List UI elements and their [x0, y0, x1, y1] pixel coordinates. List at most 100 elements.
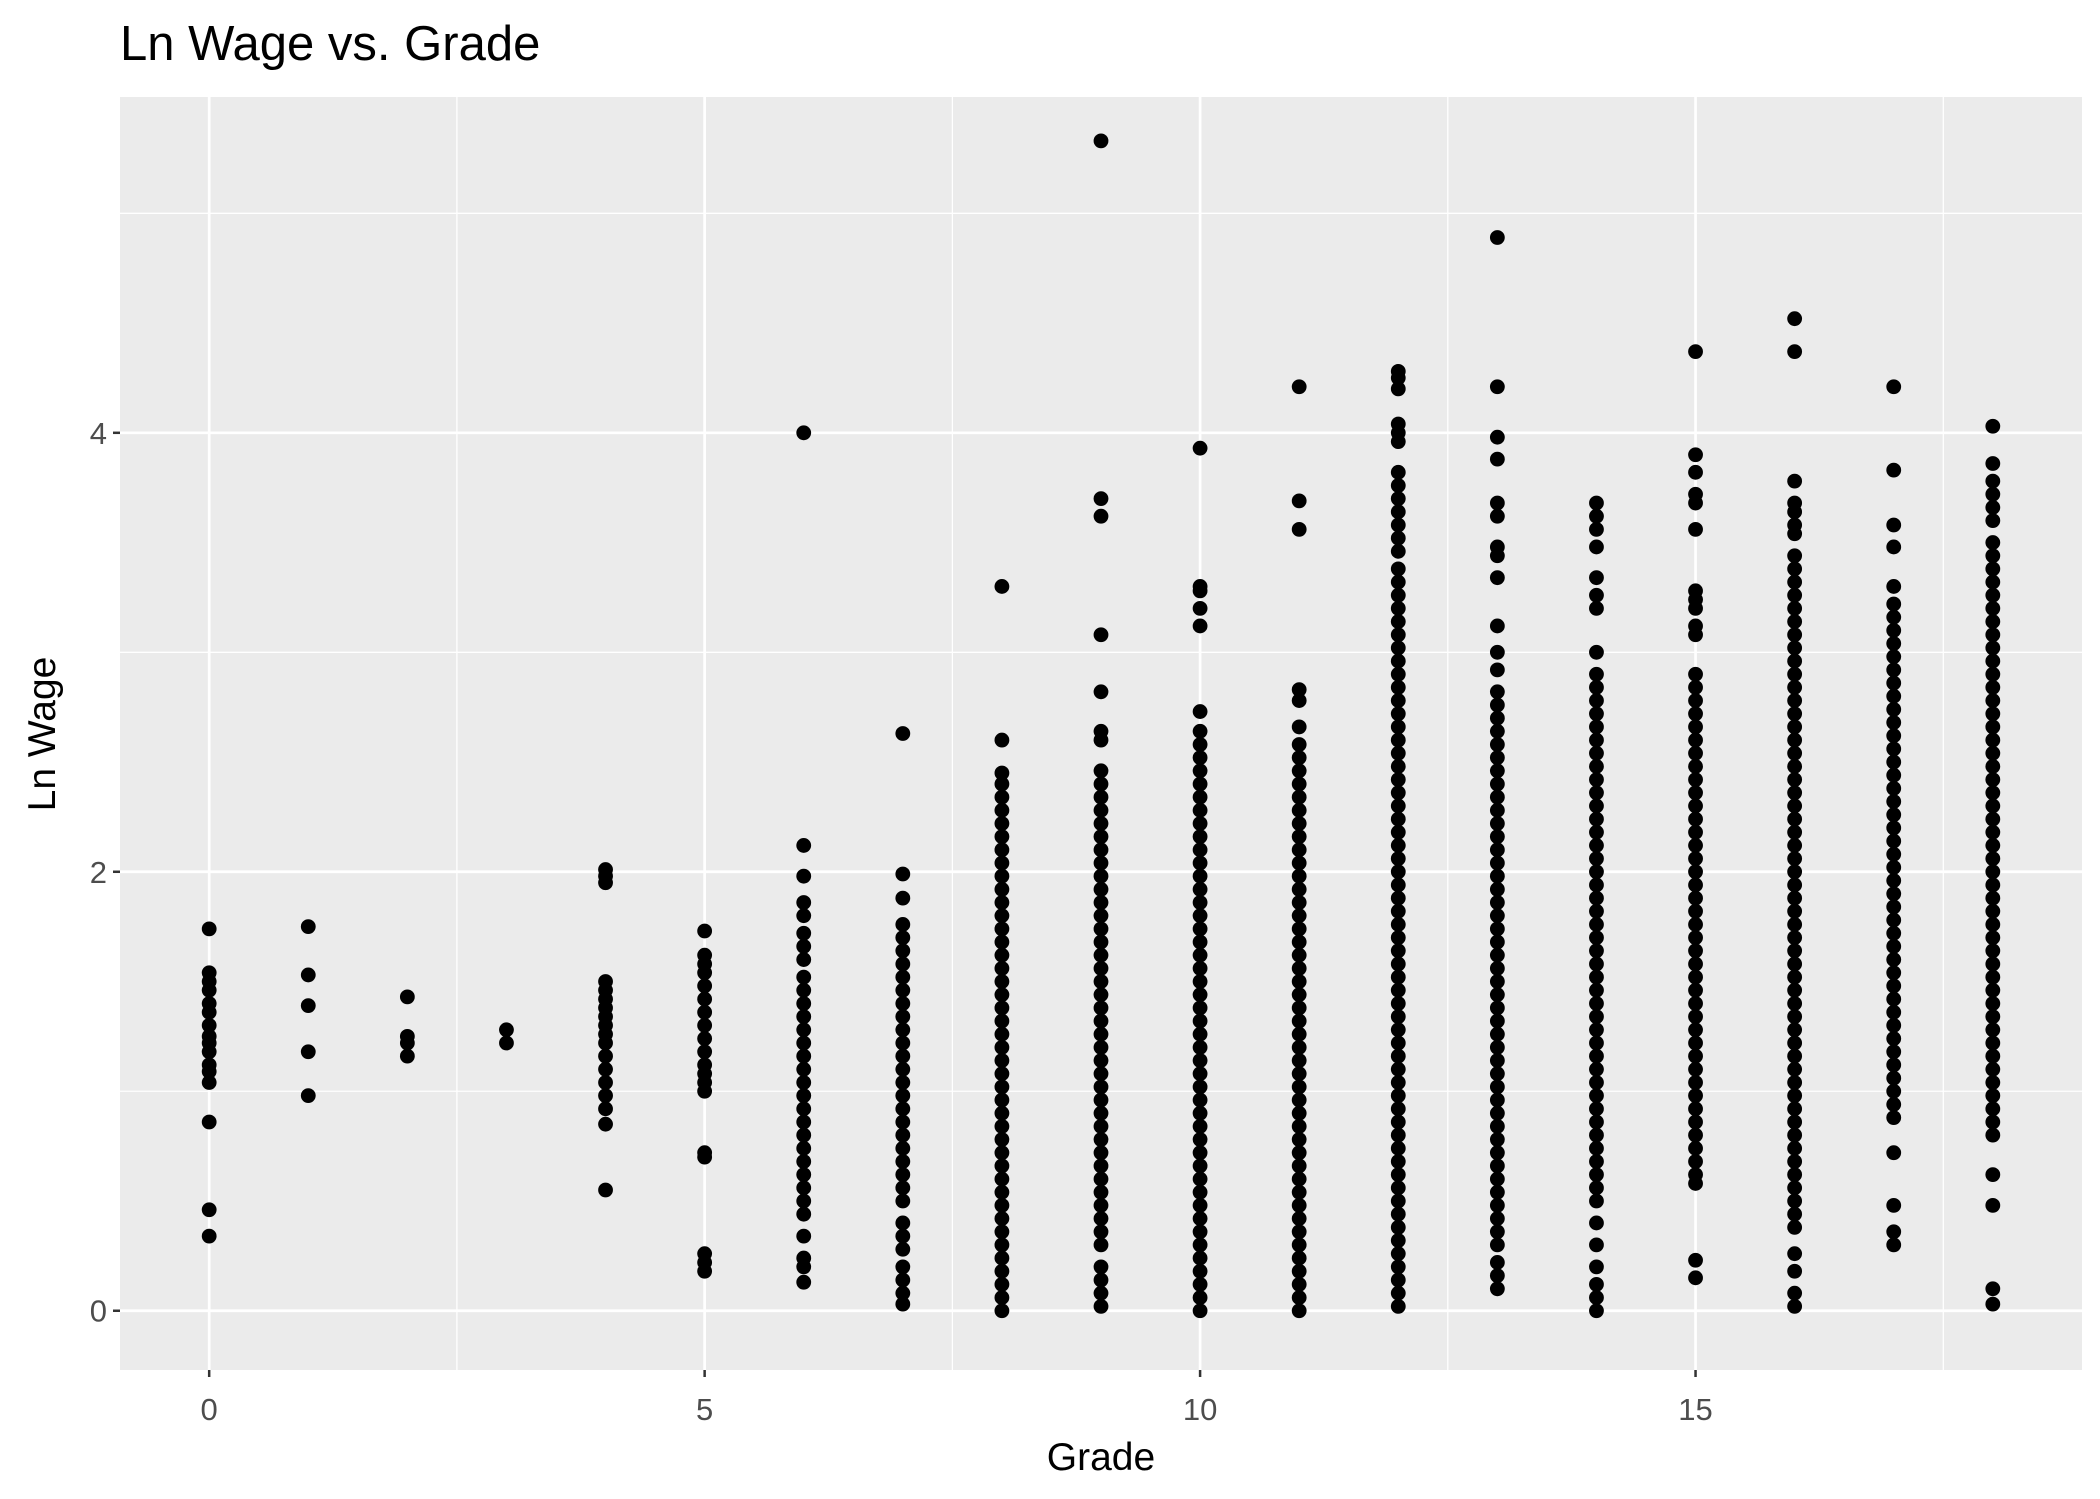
data-point — [1886, 379, 1902, 395]
data-point — [1390, 574, 1406, 590]
data-point — [1192, 881, 1208, 897]
data-point — [1688, 824, 1703, 840]
data-point — [1688, 811, 1703, 827]
data-point — [895, 1215, 911, 1231]
data-point — [1688, 583, 1703, 599]
data-point — [796, 1274, 812, 1290]
x-tick-label: 10 — [1183, 1392, 1217, 1427]
data-point — [1589, 864, 1604, 880]
data-point — [1093, 1092, 1109, 1108]
data-point — [300, 1044, 316, 1060]
data-point — [1886, 912, 1902, 928]
data-point — [1291, 855, 1307, 871]
data-point — [1192, 1000, 1208, 1016]
data-point — [1489, 776, 1505, 792]
data-point — [895, 1296, 911, 1312]
data-point — [598, 1116, 613, 1132]
data-point — [697, 923, 713, 939]
data-point — [1688, 785, 1703, 801]
data-point — [1390, 732, 1406, 748]
data-point — [1291, 1000, 1307, 1016]
data-point — [1886, 649, 1902, 665]
data-point — [1787, 732, 1803, 748]
data-point — [1390, 877, 1406, 893]
data-point — [1489, 1118, 1505, 1134]
data-point — [1093, 1184, 1109, 1200]
data-point — [1589, 570, 1604, 586]
data-point — [1985, 982, 2001, 998]
data-point — [1489, 1211, 1505, 1226]
data-point — [1390, 517, 1406, 533]
data-point — [895, 1154, 911, 1169]
data-point — [1886, 539, 1902, 555]
data-point — [1192, 618, 1208, 634]
data-point — [1688, 851, 1703, 867]
data-point — [1291, 1158, 1307, 1174]
data-point — [1093, 1145, 1109, 1161]
data-point — [1787, 824, 1803, 840]
data-point — [796, 425, 812, 441]
data-point — [1192, 1197, 1208, 1213]
data-point — [1489, 750, 1505, 766]
data-point — [1589, 745, 1604, 761]
data-point — [1886, 1237, 1902, 1253]
data-point — [1390, 864, 1406, 880]
data-point — [1688, 877, 1703, 893]
data-point — [1787, 996, 1803, 1011]
data-point — [1787, 473, 1803, 489]
data-point — [796, 982, 812, 998]
data-point — [994, 802, 1010, 818]
data-point — [1787, 1061, 1803, 1077]
data-point — [1787, 614, 1803, 629]
data-point — [895, 726, 911, 741]
data-points — [201, 133, 2001, 1319]
data-point — [1093, 1171, 1109, 1187]
data-point — [1192, 723, 1208, 739]
data-point — [1787, 1206, 1803, 1222]
data-point — [1589, 903, 1604, 919]
data-point — [1093, 1237, 1109, 1253]
data-point — [697, 1145, 713, 1161]
data-point — [1390, 381, 1406, 397]
data-point — [1093, 842, 1109, 858]
data-point — [994, 1237, 1010, 1253]
data-point — [1787, 1298, 1803, 1314]
data-point — [895, 1075, 911, 1090]
data-point — [1688, 890, 1703, 906]
data-point — [1093, 802, 1109, 818]
data-point — [1688, 464, 1703, 480]
data-point — [1489, 710, 1505, 726]
data-point — [1688, 982, 1703, 998]
data-point — [796, 1101, 812, 1117]
data-point — [697, 1057, 713, 1073]
data-point — [1093, 776, 1109, 792]
data-point — [895, 1114, 911, 1130]
data-point — [1886, 991, 1902, 1007]
data-point — [1489, 1171, 1505, 1187]
data-point — [1787, 903, 1803, 919]
data-point — [1093, 133, 1109, 149]
data-point — [1192, 579, 1208, 594]
data-point — [1589, 1101, 1604, 1117]
data-point — [1291, 682, 1307, 698]
data-point — [1093, 1118, 1109, 1134]
data-point — [895, 1259, 911, 1275]
data-point — [1390, 1180, 1406, 1196]
data-point — [1688, 719, 1703, 735]
data-point — [1886, 636, 1902, 651]
data-point — [1688, 903, 1703, 919]
data-point — [1489, 1268, 1505, 1284]
data-point — [1688, 969, 1703, 985]
data-point — [1589, 811, 1604, 827]
data-point — [1192, 1145, 1208, 1161]
data-point — [1985, 851, 2001, 867]
data-point — [1390, 930, 1406, 946]
data-point — [1787, 311, 1803, 327]
data-point — [1192, 1184, 1208, 1200]
data-point — [1390, 561, 1406, 577]
data-point — [1886, 873, 1902, 888]
data-point — [895, 982, 911, 998]
data-point — [1787, 956, 1803, 972]
data-point — [1291, 1250, 1307, 1266]
data-point — [796, 1088, 812, 1104]
